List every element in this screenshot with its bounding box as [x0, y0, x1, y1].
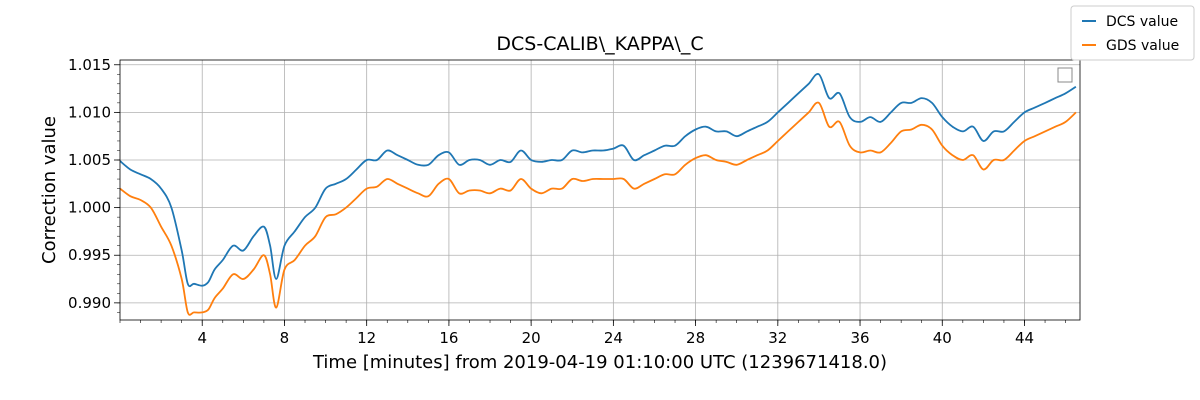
x-tick-label: 12	[357, 329, 376, 347]
x-tick-label: 24	[604, 329, 623, 347]
x-tick-label: 32	[768, 329, 787, 347]
y-tick-label: 1.005	[68, 151, 111, 169]
chart-title: DCS-CALIB\_KAPPA\_C	[496, 33, 703, 55]
grid-lines	[120, 60, 1080, 320]
x-tick-label: 44	[1015, 329, 1034, 347]
x-tick-label: 28	[686, 329, 705, 347]
y-tick-label: 1.010	[68, 103, 111, 121]
series-lines	[120, 73, 1077, 316]
y-axis-ticks: 0.990 0.995 1.000 1.005 1.010 1.015	[68, 56, 120, 313]
x-tick-label: 20	[522, 329, 541, 347]
series-line-dcs	[120, 73, 1077, 288]
x-axis-label: Time [minutes] from 2019-04-19 01:10:00 …	[312, 352, 887, 373]
legend-frame	[1070, 5, 1195, 61]
y-tick-label: 0.995	[68, 246, 111, 264]
x-axis-ticks: 4 8 12 16 20 24 28 32 36 40 44	[119, 320, 1066, 347]
y-axis-label: Correction value	[39, 116, 60, 264]
x-tick-label: 4	[197, 329, 207, 347]
plot-frame	[119, 59, 1081, 321]
x-tick-label: 40	[933, 329, 952, 347]
series-line-gds	[120, 101, 1077, 316]
empty-legend-box	[1057, 67, 1073, 83]
y-tick-label: 1.015	[68, 56, 111, 74]
x-tick-label: 16	[439, 329, 458, 347]
legend: DCS value GDS value	[1070, 5, 1195, 61]
y-tick-label: 1.000	[68, 199, 111, 217]
x-tick-label: 36	[850, 329, 869, 347]
legend-label-dcs: DCS value	[1106, 14, 1178, 30]
legend-label-gds: GDS value	[1106, 38, 1179, 54]
y-tick-label: 0.990	[68, 294, 111, 312]
x-tick-label: 8	[280, 329, 290, 347]
